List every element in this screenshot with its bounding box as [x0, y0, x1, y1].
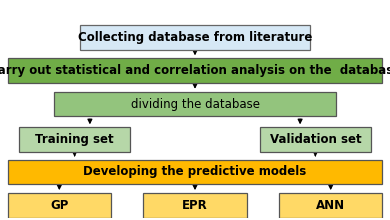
FancyBboxPatch shape — [144, 193, 246, 218]
Text: GP: GP — [50, 199, 69, 212]
Text: Developing the predictive models: Developing the predictive models — [83, 165, 307, 178]
Text: ANN: ANN — [316, 199, 345, 212]
FancyBboxPatch shape — [260, 127, 371, 152]
Text: Validation set: Validation set — [269, 133, 361, 146]
FancyBboxPatch shape — [279, 193, 382, 218]
FancyBboxPatch shape — [8, 58, 382, 83]
Text: Training set: Training set — [35, 133, 114, 146]
Text: Collecting database from literature: Collecting database from literature — [78, 31, 312, 44]
FancyBboxPatch shape — [8, 160, 382, 184]
Text: Carry out statistical and correlation analysis on the  database: Carry out statistical and correlation an… — [0, 64, 390, 77]
FancyBboxPatch shape — [19, 127, 130, 152]
Text: EPR: EPR — [182, 199, 208, 212]
FancyBboxPatch shape — [8, 193, 111, 218]
Text: dividing the database: dividing the database — [131, 98, 259, 111]
FancyBboxPatch shape — [80, 25, 310, 50]
FancyBboxPatch shape — [53, 92, 337, 116]
